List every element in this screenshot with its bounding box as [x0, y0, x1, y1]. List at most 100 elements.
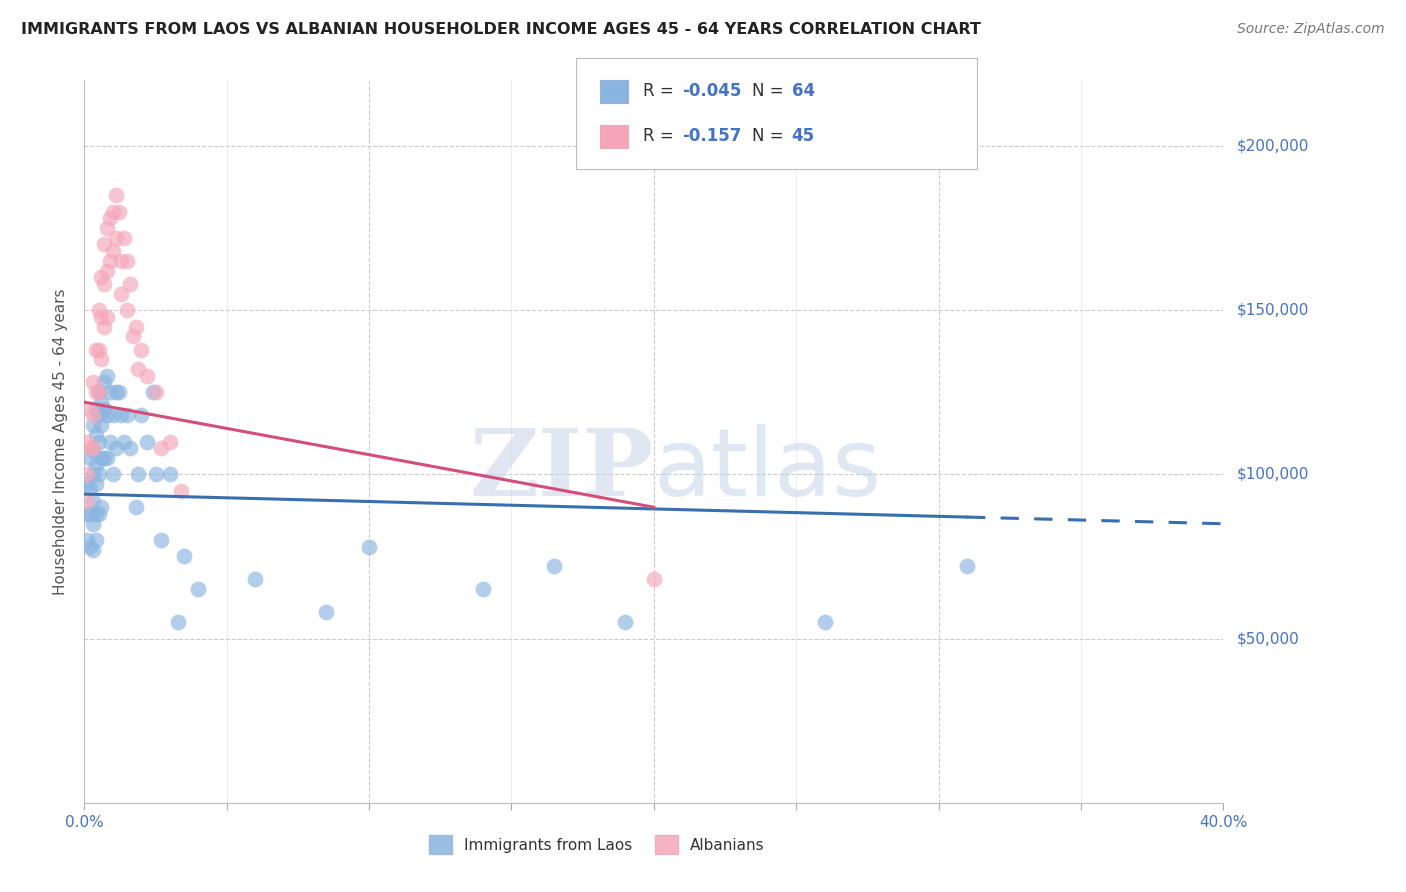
Point [90, 395, 112, 409]
Text: -0.157: -0.157 [682, 128, 741, 145]
Point [76, 434, 98, 449]
Point [90, 450, 112, 465]
Point [87, 507, 110, 521]
Point [79, 401, 101, 416]
Point [104, 231, 127, 245]
Point [245, 573, 267, 587]
Point [170, 483, 193, 498]
Text: IMMIGRANTS FROM LAOS VS ALBANIAN HOUSEHOLDER INCOME AGES 45 - 64 YEARS CORRELATI: IMMIGRANTS FROM LAOS VS ALBANIAN HOUSEHO… [21, 22, 981, 37]
Point [136, 368, 159, 383]
Point [90, 270, 112, 285]
Point [118, 441, 141, 455]
Point [104, 441, 127, 455]
Point [187, 582, 209, 597]
Text: N =: N = [752, 128, 789, 145]
Point [76, 507, 98, 521]
Point [104, 385, 127, 400]
Point [110, 253, 132, 268]
Point [98, 385, 121, 400]
Point [82, 418, 104, 433]
Text: R =: R = [643, 128, 683, 145]
Point [127, 362, 149, 376]
Text: 64: 64 [792, 82, 814, 100]
Point [472, 582, 495, 597]
Text: 45: 45 [792, 128, 814, 145]
Point [101, 467, 124, 482]
Point [76, 477, 98, 491]
Text: ZIP: ZIP [470, 425, 654, 516]
Point [90, 500, 112, 515]
Point [76, 493, 98, 508]
Point [79, 507, 101, 521]
Text: $50,000: $50,000 [1237, 632, 1299, 646]
Point [82, 441, 104, 455]
Point [79, 450, 101, 465]
Point [87, 467, 110, 482]
Point [124, 319, 146, 334]
Point [104, 188, 127, 202]
Point [93, 450, 115, 465]
Point [118, 277, 141, 291]
Point [101, 204, 124, 219]
Point [98, 211, 121, 226]
Point [84, 533, 107, 547]
Point [110, 409, 132, 423]
Point [107, 204, 129, 219]
Y-axis label: Householder Income Ages 45 - 64 years: Householder Income Ages 45 - 64 years [53, 288, 69, 595]
Point [82, 516, 104, 531]
Point [87, 434, 110, 449]
Text: Source: ZipAtlas.com: Source: ZipAtlas.com [1237, 22, 1385, 37]
Point [84, 458, 107, 472]
Point [107, 385, 129, 400]
Point [76, 467, 98, 482]
Point [142, 385, 165, 400]
Point [82, 467, 104, 482]
Legend: Immigrants from Laos, Albanians: Immigrants from Laos, Albanians [423, 830, 770, 860]
Point [96, 450, 118, 465]
Point [359, 540, 381, 554]
Point [93, 277, 115, 291]
Point [87, 385, 110, 400]
Point [614, 615, 637, 630]
Point [136, 434, 159, 449]
Point [84, 507, 107, 521]
Point [112, 231, 135, 245]
Text: N =: N = [752, 82, 789, 100]
Point [159, 467, 181, 482]
Point [90, 310, 112, 324]
Point [115, 253, 138, 268]
Point [76, 533, 98, 547]
Point [82, 542, 104, 557]
Point [79, 441, 101, 455]
Point [84, 343, 107, 357]
Point [159, 434, 181, 449]
Point [96, 264, 118, 278]
Point [101, 409, 124, 423]
Text: $200,000: $200,000 [1237, 138, 1309, 153]
Point [124, 500, 146, 515]
Point [98, 253, 121, 268]
Point [90, 418, 112, 433]
Point [150, 533, 173, 547]
Point [84, 401, 107, 416]
Point [112, 434, 135, 449]
Point [84, 428, 107, 442]
Point [87, 385, 110, 400]
Text: R =: R = [643, 82, 679, 100]
Point [96, 221, 118, 235]
Point [643, 573, 665, 587]
Point [93, 401, 115, 416]
Point [101, 244, 124, 258]
Point [87, 303, 110, 318]
Point [84, 385, 107, 400]
Point [96, 310, 118, 324]
Point [121, 329, 143, 343]
Text: -0.045: -0.045 [682, 82, 741, 100]
Point [110, 286, 132, 301]
Point [543, 559, 565, 574]
Point [98, 434, 121, 449]
Point [167, 615, 190, 630]
Text: $100,000: $100,000 [1237, 467, 1309, 482]
Point [150, 441, 173, 455]
Point [115, 409, 138, 423]
